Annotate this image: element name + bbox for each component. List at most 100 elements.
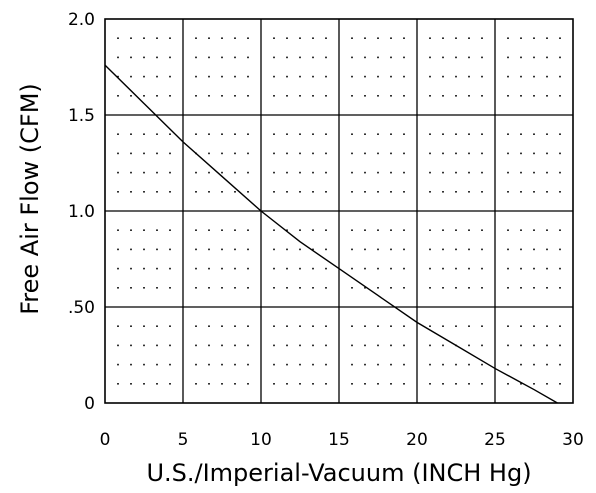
grid-dot: [442, 37, 444, 39]
grid-dot: [273, 75, 275, 78]
grid-dot: [299, 75, 301, 78]
grid-dot: [273, 133, 275, 135]
grid-dot: [403, 191, 405, 193]
grid-dot: [273, 37, 275, 39]
grid-dot: [208, 152, 210, 155]
grid-dot: [156, 229, 158, 231]
grid-dot: [390, 325, 392, 327]
grid-dot: [156, 344, 158, 347]
grid-dot: [351, 133, 353, 135]
grid-dot: [221, 248, 223, 251]
grid-dot: [507, 325, 509, 327]
grid-dot: [364, 267, 366, 270]
grid-dot: [507, 363, 509, 366]
grid-dot: [312, 383, 314, 385]
grid-dot: [130, 287, 132, 289]
grid-dot: [364, 248, 366, 251]
grid-dot: [559, 325, 561, 327]
grid-dot: [364, 229, 366, 231]
grid-dot: [468, 191, 470, 193]
grid-dot: [208, 95, 210, 97]
grid-dot: [403, 383, 405, 385]
grid-dot: [312, 75, 314, 78]
grid-dot: [221, 325, 223, 327]
grid-dot: [377, 191, 379, 193]
grid-dot: [403, 344, 405, 347]
grid-dot: [286, 287, 288, 289]
grid-dot: [195, 95, 197, 97]
grid-dot: [468, 267, 470, 270]
grid-dot: [507, 133, 509, 135]
grid-dot: [130, 37, 132, 39]
grid-dot: [546, 171, 548, 174]
grid-dot: [247, 248, 249, 251]
grid-dot: [546, 37, 548, 39]
grid-dot: [234, 152, 236, 155]
x-tick-label: 20: [406, 430, 428, 450]
grid-dot: [377, 95, 379, 97]
grid-dot: [455, 191, 457, 193]
grid-dot: [156, 171, 158, 174]
grid-dot: [195, 344, 197, 347]
grid-dot: [325, 56, 327, 59]
grid-dot: [299, 267, 301, 270]
grid-dot: [377, 383, 379, 385]
grid-dot: [234, 383, 236, 385]
grid-dot: [273, 383, 275, 385]
grid-dot: [234, 248, 236, 251]
grid-dot: [546, 133, 548, 135]
grid-dot: [156, 95, 158, 97]
x-tick-label: 30: [562, 430, 584, 450]
x-tick-label: 25: [484, 430, 506, 450]
grid-dot: [546, 248, 548, 251]
grid-dot: [403, 267, 405, 270]
grid-dot: [390, 171, 392, 174]
grid-dot: [377, 37, 379, 39]
grid-dot: [351, 56, 353, 59]
grid-dot: [403, 56, 405, 59]
grid-dot: [130, 133, 132, 135]
grid-dot: [156, 56, 158, 59]
grid-dot: [546, 75, 548, 78]
grid-dot: [325, 344, 327, 347]
grid-dot: [507, 287, 509, 289]
grid-dot: [377, 325, 379, 327]
grid-dot: [481, 287, 483, 289]
grid-dot: [533, 37, 535, 39]
grid-dot: [325, 133, 327, 135]
grid-dot: [377, 248, 379, 251]
grid-dot: [507, 56, 509, 59]
grid-dot: [117, 171, 119, 174]
grid-dot: [325, 171, 327, 174]
grid-dot: [169, 248, 171, 251]
grid-dot: [273, 267, 275, 270]
grid-dot: [234, 133, 236, 135]
grid-dot: [468, 287, 470, 289]
grid-dot: [143, 152, 145, 155]
grid-dot: [169, 267, 171, 270]
grid-dot: [169, 344, 171, 347]
grid-dot: [234, 75, 236, 78]
grid-dot: [247, 37, 249, 39]
grid-dot: [546, 229, 548, 231]
grid-dot: [143, 267, 145, 270]
grid-dot: [507, 191, 509, 193]
grid-dot: [208, 171, 210, 174]
grid-dot: [429, 267, 431, 270]
grid-dot: [481, 171, 483, 174]
grid-dot: [117, 95, 119, 97]
grid-dot: [390, 56, 392, 59]
grid-dot: [286, 229, 288, 231]
grid-dot: [312, 248, 314, 251]
grid-dot: [143, 95, 145, 97]
grid-dot: [403, 152, 405, 155]
grid-dot: [468, 344, 470, 347]
grid-dot: [299, 248, 301, 251]
grid-dot: [507, 267, 509, 270]
grid-dot: [468, 37, 470, 39]
grid-dot: [156, 287, 158, 289]
grid-dot: [364, 56, 366, 59]
grid-dot: [377, 229, 379, 231]
grid-dot: [520, 171, 522, 174]
grid-dot: [364, 363, 366, 366]
